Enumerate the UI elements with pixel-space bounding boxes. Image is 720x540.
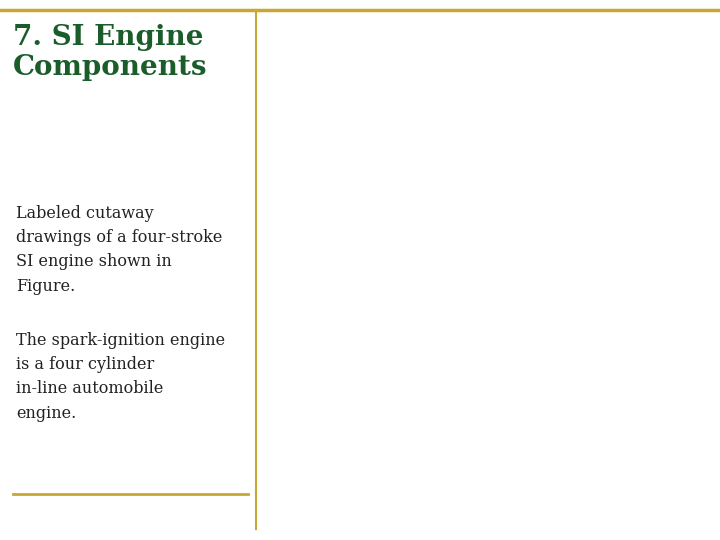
Bar — [0, 0, 256, 540]
Text: Labeled cutaway
drawings of a four-stroke
SI engine shown in
Figure.: Labeled cutaway drawings of a four-strok… — [16, 205, 222, 295]
Text: 7. SI Engine
Components: 7. SI Engine Components — [13, 24, 207, 82]
Text: The spark-ignition engine
is a four cylinder
in-line automobile
engine.: The spark-ignition engine is a four cyli… — [16, 332, 225, 422]
